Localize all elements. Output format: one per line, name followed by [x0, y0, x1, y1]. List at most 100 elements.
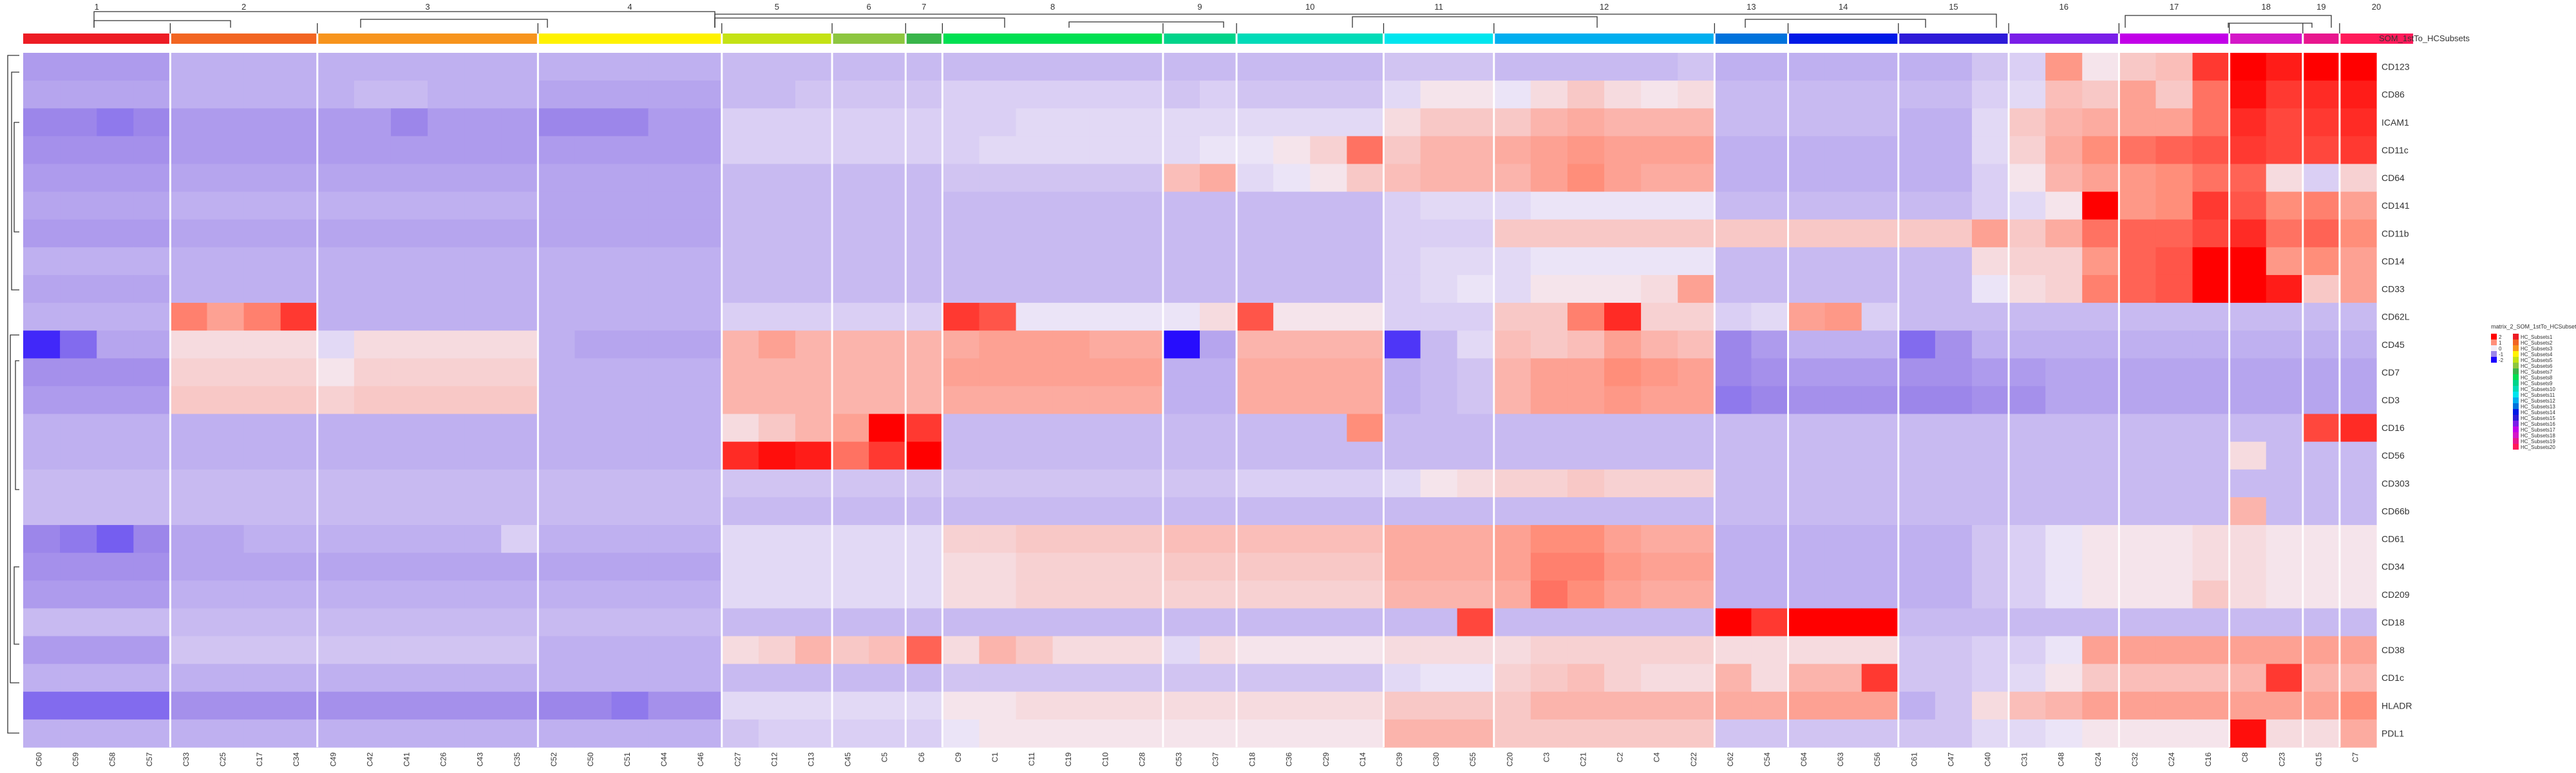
- heatmap-cell: [795, 580, 833, 609]
- heatmap-cell: [2155, 330, 2193, 359]
- heatmap-cell: [2082, 553, 2119, 581]
- heatmap-cell: [1347, 219, 1385, 248]
- heatmap-cell: [1236, 136, 1274, 165]
- heatmap-cell: [1016, 219, 1054, 248]
- heatmap-cell: [464, 414, 502, 443]
- heatmap-cell: [2266, 358, 2304, 387]
- subset-legend-label: HC_Subsets17: [2521, 427, 2555, 433]
- heatmap-cell: [317, 580, 355, 609]
- heatmap-cell: [60, 330, 97, 359]
- heatmap-cell: [1347, 608, 1385, 637]
- heatmap-cell: [685, 386, 723, 415]
- heatmap-cell: [538, 469, 576, 498]
- heatmap-cell: [1714, 330, 1752, 359]
- subset-legend-swatch: [2513, 415, 2519, 421]
- heatmap-cell: [1457, 219, 1495, 248]
- heatmap-cell: [538, 164, 576, 193]
- heatmap-cell: [648, 247, 686, 276]
- heatmap-cell: [1420, 663, 1458, 692]
- heatmap-cell: [2229, 330, 2267, 359]
- heatmap-cell: [1493, 303, 1531, 331]
- heatmap-cell: [979, 497, 1017, 526]
- heatmap-cell: [979, 274, 1017, 303]
- group-label: 5: [775, 2, 779, 12]
- heatmap-cell: [1530, 663, 1568, 692]
- heatmap-cell: [1273, 191, 1311, 220]
- heatmap-cell: [1457, 580, 1495, 609]
- heatmap-cell: [1567, 553, 1605, 581]
- heatmap-cell: [795, 164, 833, 193]
- heatmap-cell: [354, 525, 392, 553]
- heatmap-cell: [2009, 386, 2046, 415]
- heatmap-cell: [2266, 441, 2304, 470]
- heatmap-cell: [2045, 441, 2083, 470]
- heatmap-cell: [2229, 636, 2267, 665]
- row-label: CD33: [2382, 284, 2405, 294]
- heatmap-cell: [1714, 358, 1752, 387]
- heatmap-cell: [1089, 497, 1127, 526]
- heatmap-cell: [390, 219, 428, 248]
- subset-legend-swatch: [2513, 432, 2519, 438]
- heatmap-cell: [1714, 53, 1752, 81]
- heatmap-cell: [1236, 580, 1274, 609]
- heatmap-cell: [170, 136, 208, 165]
- heatmap-cell: [317, 164, 355, 193]
- heatmap-cell: [648, 441, 686, 470]
- heatmap-cell: [2045, 497, 2083, 526]
- row-dendrogram-branch: [10, 334, 19, 683]
- heatmap-cell: [97, 53, 134, 81]
- heatmap-cell: [2082, 108, 2119, 137]
- column-label: C35: [513, 752, 522, 767]
- heatmap-cell: [1604, 358, 1642, 387]
- row-dendrogram-branch: [11, 72, 19, 291]
- heatmap-cell: [869, 580, 906, 609]
- heatmap-cell: [1200, 219, 1237, 248]
- heatmap-cell: [2192, 497, 2230, 526]
- subset-legend-swatch: [2513, 368, 2519, 374]
- heatmap-cell: [1971, 386, 2009, 415]
- heatmap-cell: [2339, 636, 2377, 665]
- heatmap-cell: [905, 636, 943, 665]
- heatmap-cell: [1641, 108, 1678, 137]
- heatmap-cell: [1788, 358, 1826, 387]
- heatmap-cell: [648, 608, 686, 637]
- heatmap-cell: [501, 108, 538, 137]
- heatmap-cell: [574, 164, 612, 193]
- heatmap-cell: [905, 525, 943, 553]
- heatmap-cell: [2155, 247, 2193, 276]
- heatmap-cell: [243, 330, 281, 359]
- heatmap-cell: [317, 719, 355, 748]
- heatmap-cell: [1347, 441, 1385, 470]
- heatmap-cell: [832, 691, 869, 720]
- heatmap-cell: [2009, 636, 2046, 665]
- heatmap-cell: [1493, 53, 1531, 81]
- heatmap-cell: [1457, 636, 1495, 665]
- heatmap-cell: [1200, 525, 1237, 553]
- heatmap-cell: [1052, 414, 1090, 443]
- subset-legend-label: HC_Subsets3: [2521, 346, 2553, 352]
- heatmap-cell: [2155, 164, 2193, 193]
- heatmap-cell: [648, 164, 686, 193]
- heatmap-cell: [1273, 414, 1311, 443]
- heatmap-cell: [1126, 274, 1164, 303]
- heatmap-cell: [869, 219, 906, 248]
- heatmap-cell: [1310, 441, 1347, 470]
- heatmap-cell: [1971, 164, 2009, 193]
- heatmap-cell: [1604, 53, 1642, 81]
- heatmap-cell: [1236, 441, 1274, 470]
- heatmap-cell: [1200, 580, 1237, 609]
- heatmap-cell: [97, 330, 134, 359]
- heatmap-cell: [685, 608, 723, 637]
- row-label: CD7: [2382, 367, 2400, 377]
- heatmap-cell: [795, 469, 833, 498]
- heatmap-cell: [611, 108, 649, 137]
- heatmap-cell: [2192, 469, 2230, 498]
- heatmap-cell: [869, 136, 906, 165]
- heatmap-cell: [133, 553, 171, 581]
- heatmap-cell: [1604, 580, 1642, 609]
- heatmap-cell: [1714, 497, 1752, 526]
- heatmap-cell: [1016, 386, 1054, 415]
- heatmap-cell: [1052, 525, 1090, 553]
- heatmap-cell: [428, 414, 465, 443]
- heatmap-cell: [280, 108, 318, 137]
